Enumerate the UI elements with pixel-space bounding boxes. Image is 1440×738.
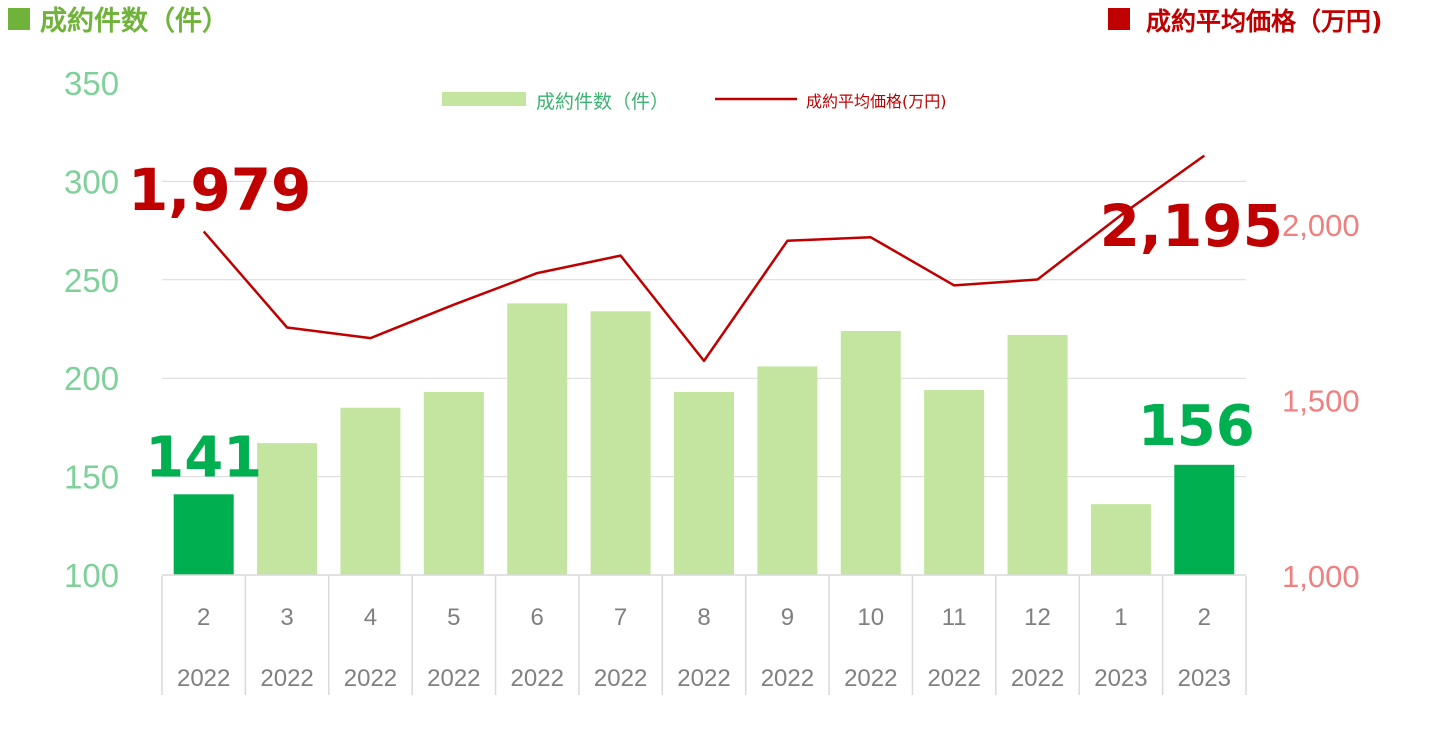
legend-bar-label: 成約件数（件） bbox=[536, 91, 669, 113]
year-label: 2022 bbox=[677, 665, 730, 692]
category-axis: 2 2022 3 2022 4 2022 5 2022 6 2022 7 2022 8 2022 9 2022… bbox=[161, 574, 1247, 695]
legend-bar-swatch bbox=[442, 92, 526, 106]
year-label: 2022 bbox=[927, 665, 980, 692]
legend: 成約件数（件） 成約平均価格(万円) bbox=[442, 91, 947, 113]
month-label: 2 bbox=[1198, 604, 1211, 631]
line-label-first: 1,979 bbox=[128, 156, 311, 224]
year-label: 2023 bbox=[1178, 665, 1231, 692]
bar-2 bbox=[340, 407, 401, 575]
month-label: 3 bbox=[280, 604, 293, 631]
right-tick-label: 1,000 bbox=[1282, 559, 1360, 594]
left-axis: 100 150 200 250 300 350 bbox=[64, 65, 119, 594]
bar-1 bbox=[257, 443, 318, 575]
right-axis: 1,000 1,500 2,000 bbox=[1282, 208, 1360, 594]
month-label: 4 bbox=[364, 604, 377, 631]
month-label: 12 bbox=[1024, 604, 1051, 631]
right-tick-label: 2,000 bbox=[1282, 208, 1360, 243]
bar-12 bbox=[1174, 464, 1235, 575]
right-title-text: 成約平均価格（万円) bbox=[1146, 7, 1382, 36]
year-label: 2022 bbox=[1011, 665, 1064, 692]
left-tick-label: 150 bbox=[64, 459, 119, 496]
year-label: 2022 bbox=[511, 665, 564, 692]
bar-4 bbox=[507, 303, 568, 575]
left-tick-label: 250 bbox=[64, 262, 119, 299]
left-title: 成約件数（件） bbox=[8, 5, 229, 37]
legend-line-label: 成約平均価格(万円) bbox=[806, 92, 947, 111]
bar-9 bbox=[924, 390, 985, 575]
year-label: 2022 bbox=[594, 665, 647, 692]
month-label: 5 bbox=[447, 604, 460, 631]
year-label: 2022 bbox=[761, 665, 814, 692]
bar-11 bbox=[1090, 504, 1151, 575]
left-tick-label: 200 bbox=[64, 360, 119, 397]
line-series bbox=[202, 154, 1206, 363]
line-label-last: 2,195 bbox=[1100, 192, 1283, 260]
left-tick-label: 100 bbox=[64, 557, 119, 594]
bar-0 bbox=[173, 494, 234, 575]
year-label: 2023 bbox=[1094, 665, 1147, 692]
month-label: 1 bbox=[1114, 604, 1127, 631]
right-title-marker bbox=[1108, 8, 1130, 30]
left-title-marker bbox=[8, 8, 30, 30]
left-tick-label: 350 bbox=[64, 65, 119, 102]
price-line bbox=[202, 154, 1206, 363]
year-label: 2022 bbox=[427, 665, 480, 692]
bar-label-first: 141 bbox=[145, 425, 262, 490]
month-label: 9 bbox=[781, 604, 794, 631]
year-label: 2022 bbox=[260, 665, 313, 692]
month-label: 11 bbox=[942, 604, 967, 631]
left-tick-label: 300 bbox=[64, 163, 119, 200]
month-label: 8 bbox=[697, 604, 710, 631]
right-tick-label: 1,500 bbox=[1282, 384, 1360, 419]
year-label: 2022 bbox=[844, 665, 897, 692]
month-label: 6 bbox=[531, 604, 544, 631]
bar-6 bbox=[674, 391, 734, 575]
bar-3 bbox=[423, 391, 484, 575]
left-title-text: 成約件数（件） bbox=[40, 5, 229, 37]
bar-label-last: 156 bbox=[1138, 394, 1255, 459]
bar-10 bbox=[1007, 334, 1068, 575]
month-label: 7 bbox=[614, 604, 627, 631]
bar-8 bbox=[840, 330, 901, 575]
month-label: 10 bbox=[857, 604, 884, 631]
bar-series bbox=[173, 303, 1235, 575]
month-label: 2 bbox=[197, 604, 210, 631]
right-title: 成約平均価格（万円) bbox=[1108, 7, 1382, 36]
bar-7 bbox=[757, 366, 818, 575]
year-label: 2022 bbox=[177, 665, 230, 692]
bar-5 bbox=[590, 311, 651, 575]
year-label: 2022 bbox=[344, 665, 397, 692]
